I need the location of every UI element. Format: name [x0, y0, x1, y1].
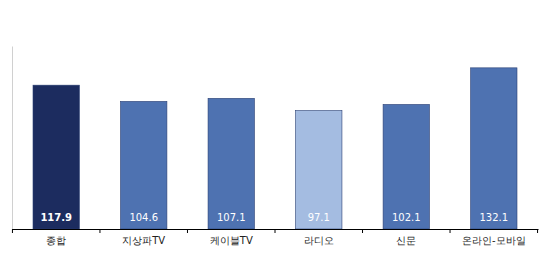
plot: 종합 지상파TV 케이블TV 라디오 신문 온라인-모바일 117.9 104.6 107.1 9…: [12, 47, 538, 247]
bars: [33, 68, 517, 229]
data-label: 107.1: [217, 212, 246, 223]
x-tick-label: 온라인-모바일: [462, 235, 526, 246]
separator-tick: [537, 229, 538, 233]
separator-tick: [362, 229, 363, 233]
x-tick-label: 라디오: [304, 235, 334, 246]
x-tick: 온라인-모바일: [462, 229, 526, 246]
y-axis-line: [12, 47, 13, 230]
separator-tick: [99, 229, 100, 233]
x-tick: 라디오: [304, 229, 334, 246]
data-label: 102.1: [392, 212, 421, 223]
x-tick: 지상파TV: [122, 229, 165, 246]
data-label: 117.9: [40, 212, 72, 223]
x-tick-label: 신문: [396, 235, 416, 246]
data-labels: 117.9 104.6 107.1 97.1 102.1 132.1: [40, 212, 508, 223]
bar: [121, 101, 167, 229]
x-tick: 종합: [46, 229, 66, 246]
y-axis: [12, 47, 13, 230]
separator-tick: [450, 229, 451, 233]
bar: [33, 85, 79, 229]
data-label: 97.1: [308, 212, 330, 223]
x-tick-label: 케이블TV: [210, 235, 253, 246]
chart: 종합 지상파TV 케이블TV 라디오 신문 온라인-모바일 117.9 104.6 107.1 9…: [0, 0, 540, 261]
separator-tick: [275, 229, 276, 233]
separator-tick: [187, 229, 188, 233]
separator-tick: [12, 229, 13, 233]
bar: [471, 68, 517, 229]
x-tick-label: 지상파TV: [122, 235, 165, 246]
bar: [383, 104, 429, 229]
bar: [208, 98, 254, 229]
separators: [12, 229, 537, 233]
bar: [296, 111, 342, 229]
x-tick: 케이블TV: [210, 229, 253, 246]
data-label: 132.1: [479, 212, 508, 223]
data-label: 104.6: [129, 212, 158, 223]
x-tick: 신문: [396, 229, 416, 246]
x-axis: 종합 지상파TV 케이블TV 라디오 신문 온라인-모바일: [13, 229, 539, 246]
x-tick-label: 종합: [46, 235, 66, 246]
